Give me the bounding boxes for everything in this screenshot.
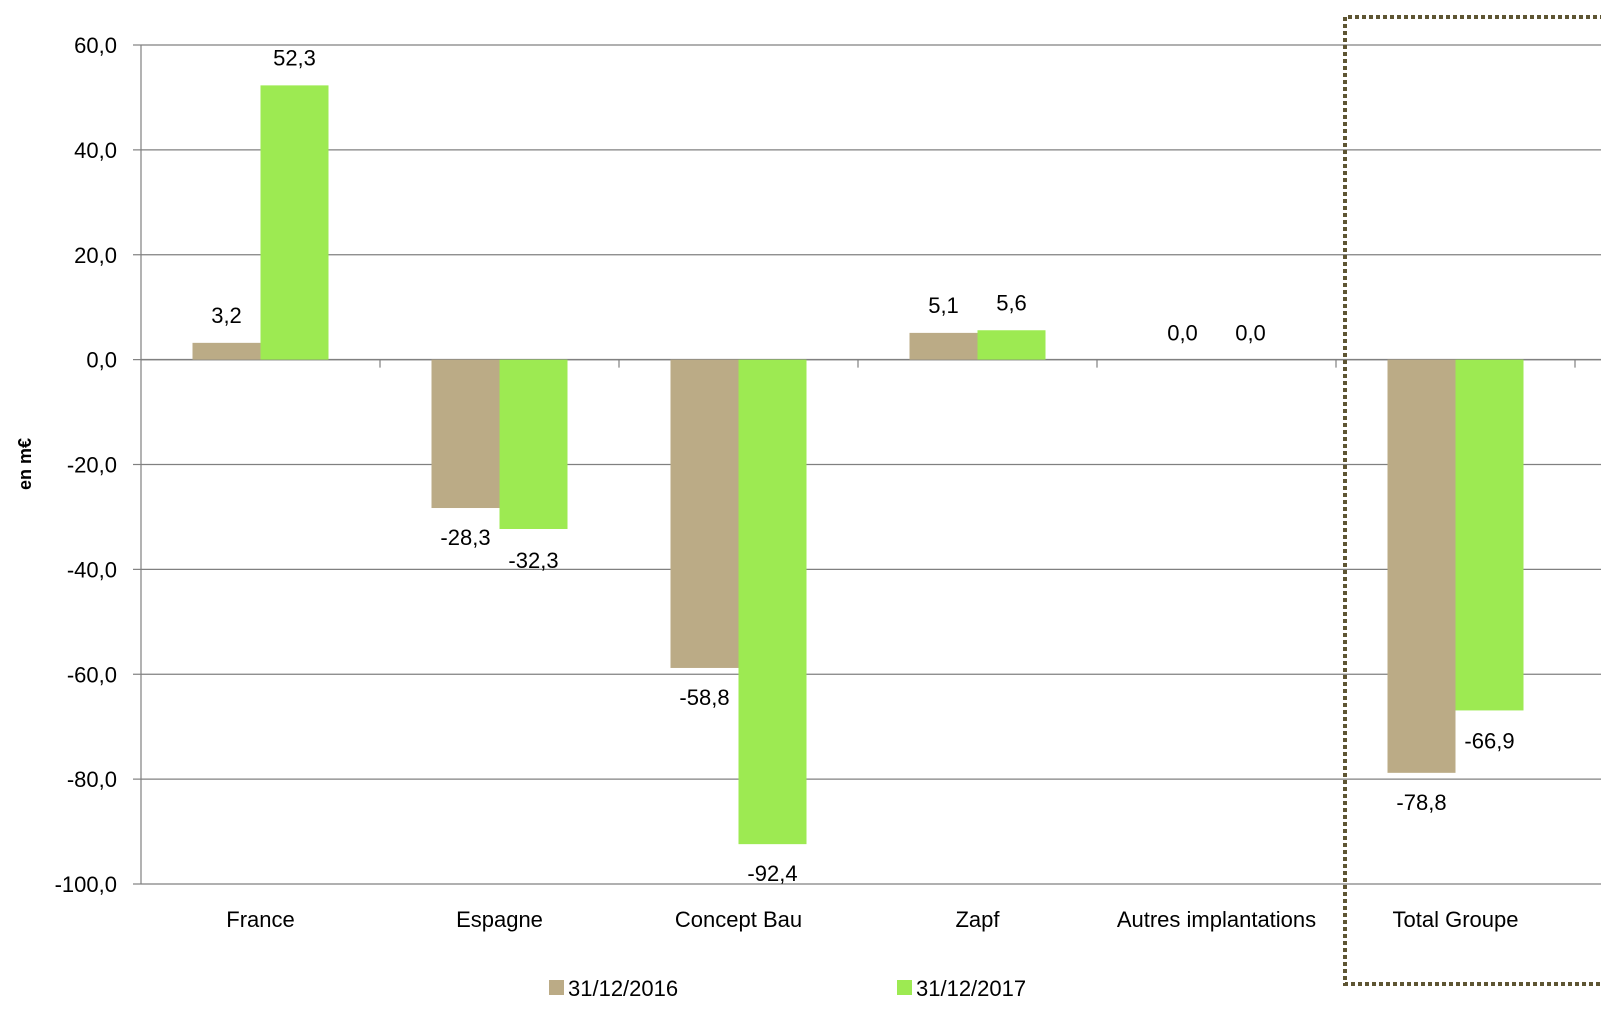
data-label: 5,1: [928, 293, 959, 318]
data-label: -28,3: [440, 525, 490, 550]
y-tick-label: -20,0: [67, 453, 117, 478]
y-tick-label: -40,0: [67, 557, 117, 582]
y-tick-label: 0,0: [86, 348, 117, 373]
x-tick-label: Concept Bau: [675, 907, 802, 932]
data-label: -78,8: [1396, 790, 1446, 815]
y-tick-label: 60,0: [74, 33, 117, 58]
highlight-box: [1343, 15, 1601, 986]
legend: 31/12/2016 31/12/2017: [549, 976, 1026, 1001]
legend-label: 31/12/2016: [568, 976, 678, 1001]
axes: 60,0 40,0 20,0 0,0 -20,0 -40,0 -60,0 -80,0 -100,…: [15, 33, 1601, 932]
data-label: -92,4: [747, 861, 797, 886]
x-tick-label: Total Groupe: [1393, 907, 1519, 932]
data-labels: 3,2 -28,3 -58,8 5,1 0,0 -78,8 52,3 -32,3 -92,4 5,…: [211, 45, 1514, 886]
highlight-border: [1343, 15, 1601, 986]
bar: [738, 359, 807, 845]
data-label: -58,8: [679, 685, 729, 710]
x-tick-label: Autres implantations: [1117, 907, 1316, 932]
y-tick-label: 40,0: [74, 138, 117, 163]
bar: [431, 359, 500, 509]
legend-swatch: [549, 980, 564, 995]
bar: [499, 359, 568, 529]
data-label: 0,0: [1235, 321, 1266, 346]
y-tick-label: -60,0: [67, 662, 117, 687]
data-label: 3,2: [211, 303, 242, 328]
y-tick-label: 20,0: [74, 243, 117, 268]
bar: [909, 332, 978, 360]
bar: [977, 330, 1046, 360]
data-label: -66,9: [1464, 728, 1514, 753]
y-tick-label: -80,0: [67, 767, 117, 792]
gridlines: [141, 44, 1601, 885]
data-label: 0,0: [1167, 321, 1198, 346]
bar: [192, 342, 261, 360]
data-label: 52,3: [273, 45, 316, 70]
bar: [260, 85, 329, 360]
data-label: -32,3: [508, 548, 558, 573]
y-axis-title: en m€: [15, 438, 35, 490]
x-tick-label: Espagne: [456, 907, 543, 932]
bar: [1387, 359, 1456, 773]
data-label: 5,6: [996, 290, 1027, 315]
bar: [1455, 359, 1524, 711]
legend-swatch: [897, 980, 912, 995]
x-tick-label: France: [226, 907, 294, 932]
x-tick-label: Zapf: [955, 907, 1000, 932]
bar: [670, 359, 739, 668]
legend-label: 31/12/2017: [916, 976, 1026, 1001]
bars: [192, 85, 1524, 845]
y-tick-label: -100,0: [55, 872, 117, 897]
